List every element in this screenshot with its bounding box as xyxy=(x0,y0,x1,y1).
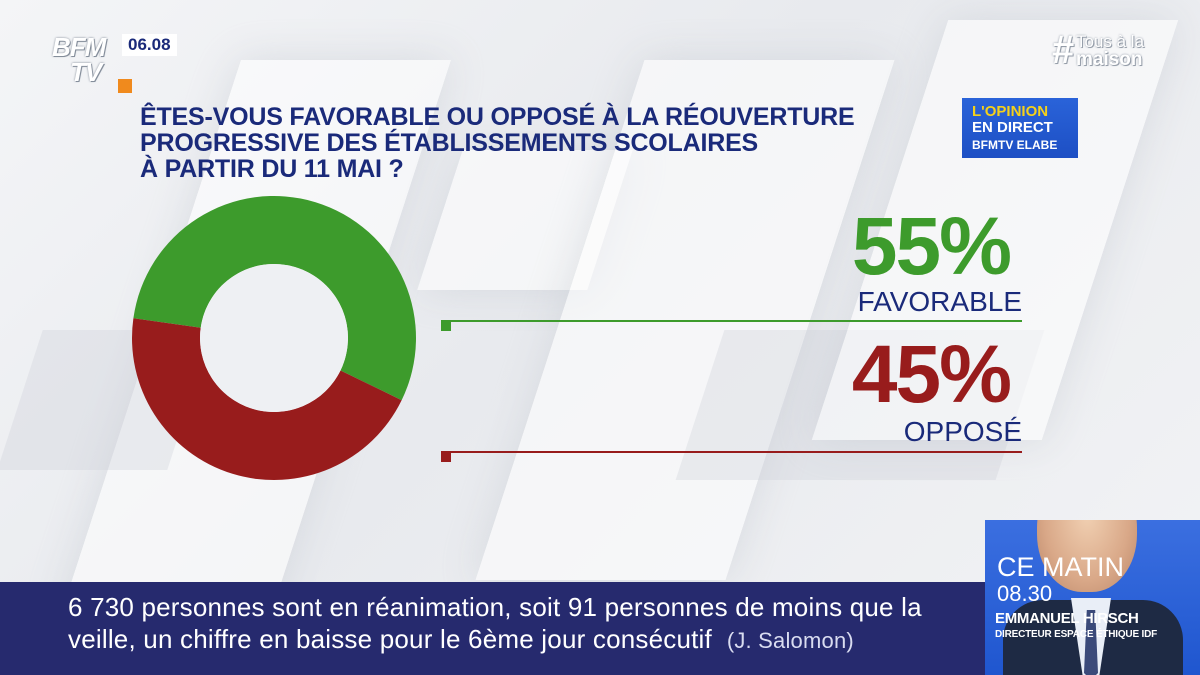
question-line: ÊTES-VOUS FAVORABLE OU OPPOSÉ À LA RÉOUV… xyxy=(140,103,855,131)
donut-slice-favorable xyxy=(133,195,416,401)
value-label-favorable: 55% xyxy=(851,201,1012,292)
badge-line1: L'OPINION xyxy=(972,103,1049,120)
guest-name: EMMANUEL HIRSCH xyxy=(995,610,1139,627)
opinion-badge: L'OPINION EN DIRECT BFMTV ELABE xyxy=(962,98,1078,158)
guest-role: DIRECTEUR ESPACE ÉTHIQUE IDF xyxy=(995,629,1158,640)
hashtag-line2: maison xyxy=(1076,49,1143,70)
logo-accent xyxy=(118,79,132,93)
logo-line1: BFM xyxy=(52,32,106,62)
donut-slice-oppose xyxy=(131,318,402,480)
hashtag: # Tous à la maison xyxy=(1052,30,1162,74)
hashtag-icon: # xyxy=(1052,28,1075,72)
legend-marker-oppose xyxy=(441,452,451,462)
question-line: PROGRESSIVE DES ÉTABLISSEMENTS SCOLAIRES xyxy=(140,129,759,157)
anchor-photo-tie xyxy=(1084,610,1098,675)
news-ticker: 6 730 personnes sont en réanimation, soi… xyxy=(0,582,985,675)
category-label-favorable: FAVORABLE xyxy=(857,286,1022,317)
ticker-line2: veille, un chiffre en baisse pour le 6èm… xyxy=(68,624,854,656)
poll-question: ÊTES-VOUS FAVORABLE OU OPPOSÉ À LA RÉOUV… xyxy=(140,104,960,182)
ticker-line1: 6 730 personnes sont en réanimation, soi… xyxy=(68,592,922,622)
value-label-oppose: 45% xyxy=(851,329,1012,420)
channel-logo: BFM TV xyxy=(52,32,132,93)
ticker-text: veille, un chiffre en baisse pour le 6èm… xyxy=(68,624,712,654)
clock: 06.08 xyxy=(122,34,177,56)
category-label-oppose: OPPOSÉ xyxy=(903,416,1022,447)
ticker-source: (J. Salomon) xyxy=(726,628,854,653)
badge-line3: BFMTV ELABE xyxy=(972,138,1058,152)
hashtag-line1: Tous à la xyxy=(1076,32,1145,51)
anchor-card: CE MATIN 08.30 EMMANUEL HIRSCH DIRECTEUR… xyxy=(985,520,1200,675)
donut-hole xyxy=(200,264,348,412)
question-line: À PARTIR DU 11 MAI ? xyxy=(140,155,404,183)
badge-line2: EN DIRECT xyxy=(972,119,1053,136)
logo-line2: TV xyxy=(70,57,102,87)
show-time: 08.30 xyxy=(997,581,1053,606)
show-title: CE MATIN xyxy=(997,552,1124,582)
legend-marker-favorable xyxy=(441,321,451,331)
